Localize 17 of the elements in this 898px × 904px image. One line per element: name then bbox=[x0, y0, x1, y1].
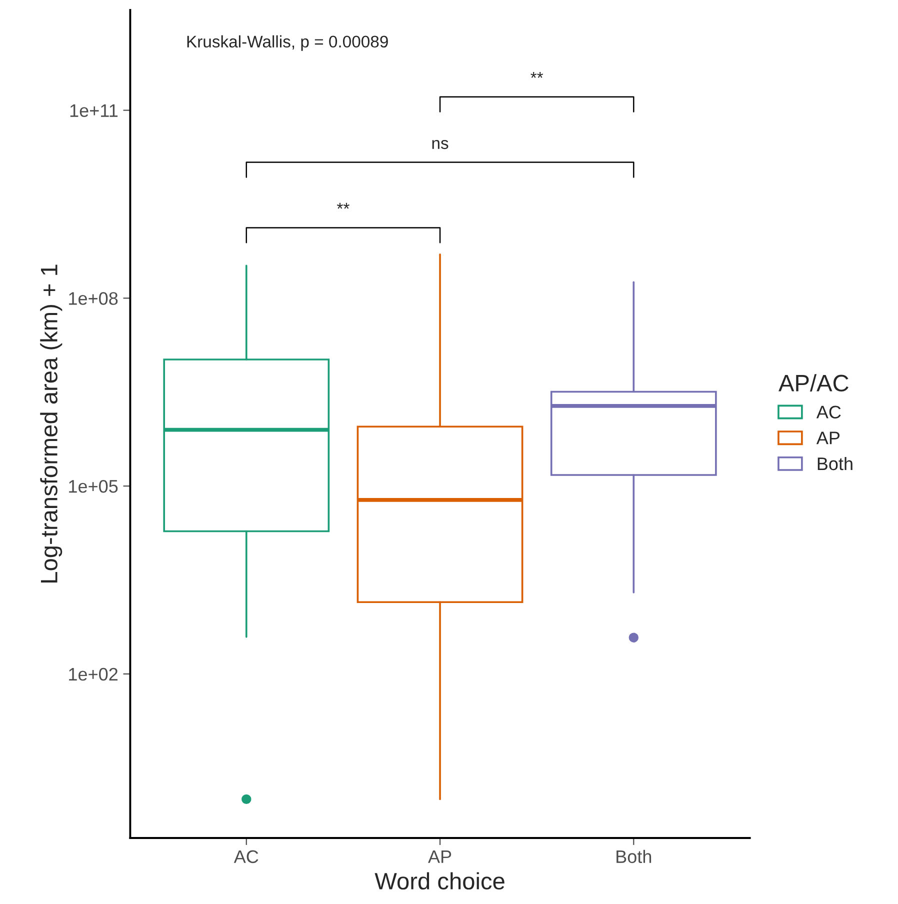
annotation: ** bbox=[530, 72, 544, 78]
y-tick-label: 1e+08 bbox=[69, 292, 118, 305]
legend-label: AP bbox=[816, 432, 840, 444]
x-tick-label: AP bbox=[428, 850, 452, 863]
annotation: ns bbox=[432, 140, 448, 150]
legend-label: AC bbox=[816, 406, 841, 418]
y-tick-label: 1e+11 bbox=[70, 104, 118, 117]
legend-title: AP/AC bbox=[778, 374, 848, 392]
x-axis-title: Word choice bbox=[374, 872, 504, 890]
x-tick-label: Both bbox=[616, 850, 652, 864]
y-tick-label: 1e+02 bbox=[69, 668, 118, 681]
y-tick-label: 1e+05 bbox=[69, 480, 118, 493]
y-axis-title: Log-transformed area (km) + 1 bbox=[40, 264, 62, 582]
x-tick-label: AC bbox=[234, 850, 258, 864]
legend-label: Both bbox=[818, 456, 852, 470]
annotation: Kruskal-Wallis, p = 0.00089 bbox=[187, 35, 388, 51]
annotation: ** bbox=[336, 202, 350, 209]
